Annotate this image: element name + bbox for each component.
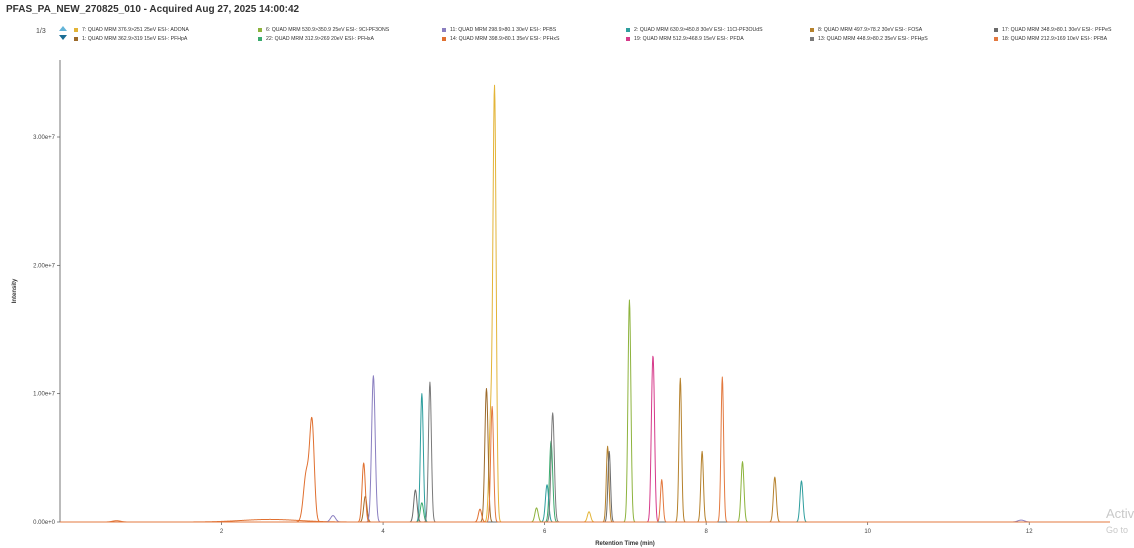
- legend-swatch: [74, 27, 78, 32]
- previous-page-arrow-icon[interactable]: [59, 26, 67, 31]
- next-page-arrow-icon[interactable]: [59, 35, 67, 40]
- legend-label: 6: QUAD MRM 530.9>350.9 25eV ESI-: 9Cl-P…: [266, 26, 390, 33]
- legend-swatch: [258, 27, 262, 32]
- legend-swatch: [994, 36, 998, 41]
- legend-entry[interactable]: 8: QUAD MRM 497.9>78.2 30eV ESI-: FOSA: [810, 25, 922, 34]
- legend-entry[interactable]: 14: QUAD MRM 398.9>80.1 35eV ESI-: PFHxS: [442, 34, 559, 43]
- legend-label: 14: QUAD MRM 398.9>80.1 35eV ESI-: PFHxS: [450, 35, 560, 42]
- legend-entry[interactable]: 2: QUAD MRM 630.9>450.8 30eV ESI-: 11Cl-…: [626, 25, 763, 34]
- legend-entry[interactable]: 13: QUAD MRM 448.9>80.2 35eV ESI-: PFHpS: [810, 34, 928, 43]
- legend-swatch: [442, 36, 446, 41]
- y-tick-label: 2.00e+7: [33, 263, 56, 269]
- x-axis-title: Retention Time (min): [595, 541, 655, 547]
- x-tick-label: 12: [1026, 529, 1033, 535]
- x-tick-label: 8: [704, 529, 708, 535]
- page-navigator: 1/3: [36, 22, 67, 44]
- page-title: PFAS_PA_NEW_270825_010 - Acquired Aug 27…: [6, 4, 300, 15]
- series-line: [59, 299, 1111, 523]
- series-line: [59, 450, 1111, 523]
- y-tick-label: 3.00e+7: [33, 135, 56, 141]
- x-tick-label: 10: [864, 529, 871, 535]
- legend-swatch: [626, 36, 630, 41]
- legend-label: 1: QUAD MRM 362.9>319 15eV ESI-: PFHpA: [82, 35, 188, 42]
- series-line: [59, 84, 1111, 523]
- series-line: [59, 416, 1111, 523]
- legend-label: 13: QUAD MRM 448.9>80.2 35eV ESI-: PFHpS: [818, 35, 928, 42]
- watermark-line-1: Activ: [1106, 506, 1134, 521]
- legend-entry[interactable]: 6: QUAD MRM 530.9>350.9 25eV ESI-: 9Cl-P…: [258, 25, 389, 34]
- chart-legend: 7: QUAD MRM 376.9>251 25eV ESI-: ADONA 1:…: [74, 25, 1132, 45]
- legend-entry[interactable]: 11: QUAD MRM 298.9>80.1 30eV ESI-: PFBS: [442, 25, 556, 34]
- legend-entry[interactable]: 17: QUAD MRM 348.9>80.1 30eV ESI-: PFPeS: [994, 25, 1111, 34]
- legend-entry[interactable]: 1: QUAD MRM 362.9>319 15eV ESI-: PFHpA: [74, 34, 187, 43]
- series-line: [59, 376, 1111, 523]
- legend-entry[interactable]: 18: QUAD MRM 212.9>169 10eV ESI-: PFBA: [994, 34, 1107, 43]
- legend-label: 8: QUAD MRM 497.9>78.2 30eV ESI-: FOSA: [818, 26, 923, 33]
- x-tick-label: 4: [381, 529, 385, 535]
- series-line: [59, 388, 1111, 523]
- legend-label: 22: QUAD MRM 312.9>269 20eV ESI-: PFHxA: [266, 35, 374, 42]
- legend-label: 17: QUAD MRM 348.9>80.1 30eV ESI-: PFPeS: [1002, 26, 1112, 33]
- legend-label: 19: QUAD MRM 512.9>468.9 15eV ESI-: PFDA: [634, 35, 744, 42]
- series-line: [59, 375, 1111, 523]
- legend-swatch: [810, 36, 814, 41]
- series-line: [59, 381, 1111, 523]
- series-line: [59, 393, 1111, 523]
- legend-swatch: [626, 27, 630, 32]
- legend-swatch: [258, 36, 262, 41]
- legend-entry[interactable]: 22: QUAD MRM 312.9>269 20eV ESI-: PFHxA: [258, 34, 374, 43]
- y-tick-label: 0.00e+0: [33, 520, 56, 526]
- page-indicator: 1/3: [36, 28, 46, 35]
- watermark-line-2: Go to: [1106, 525, 1129, 535]
- legend-label: 2: QUAD MRM 630.9>450.8 30eV ESI-: 11Cl-…: [634, 26, 763, 33]
- legend-swatch: [442, 27, 446, 32]
- legend-swatch: [74, 36, 78, 41]
- legend-label: 11: QUAD MRM 298.9>80.1 30eV ESI-: PFBS: [450, 26, 557, 33]
- legend-entry[interactable]: 7: QUAD MRM 376.9>251 25eV ESI-: ADONA: [74, 25, 189, 34]
- legend-swatch: [810, 27, 814, 32]
- x-tick-label: 6: [543, 529, 547, 535]
- series-line: [59, 355, 1111, 523]
- y-axis-title: Intensity: [12, 278, 18, 303]
- legend-entry[interactable]: 19: QUAD MRM 512.9>468.9 15eV ESI-: PFDA: [626, 34, 744, 43]
- legend-swatch: [994, 27, 998, 32]
- legend-label: 18: QUAD MRM 212.9>169 10eV ESI-: PFBA: [1002, 35, 1108, 42]
- series-line: [59, 377, 1111, 523]
- legend-label: 7: QUAD MRM 376.9>251 25eV ESI-: ADONA: [82, 26, 189, 33]
- activation-watermark: Activ Go to: [1106, 506, 1134, 538]
- y-tick-label: 1.00e+7: [33, 392, 56, 398]
- x-tick-label: 2: [220, 529, 224, 535]
- series-line: [59, 440, 1111, 523]
